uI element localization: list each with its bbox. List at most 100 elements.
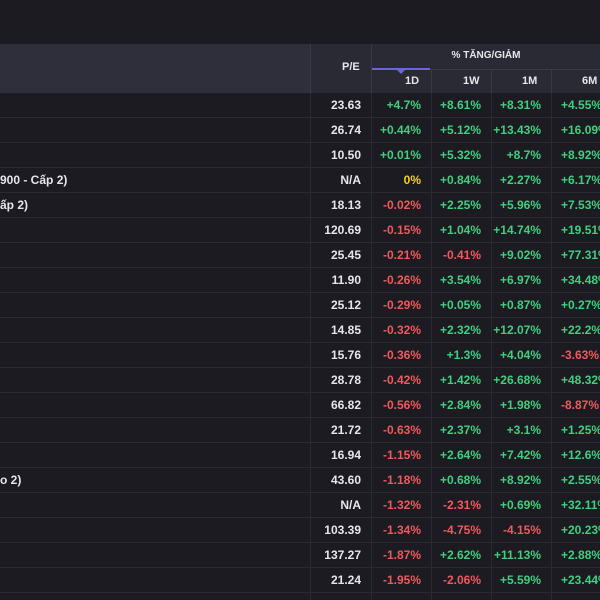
row-change-d1: -1.32% [382,498,421,512]
row-change-w1: +1.42% [439,373,481,387]
column-divider [491,69,492,93]
row-change-m1: +13.43% [493,123,541,137]
table-row[interactable]: 23.63 +4.7% +8.61% +8.31% +4.55% [0,93,600,118]
row-change-w1: +0.05% [439,298,481,312]
table-row[interactable]: N/A -1.32% -2.31% +0.69% +32.11% [0,493,600,518]
row-name: o 2) [0,473,22,487]
row-change-m1: +11.13% [493,548,541,562]
row-change-m1: +8.92% [499,473,541,487]
table-row[interactable]: 28.78 -0.42% +1.42% +26.68% +48.32% [0,368,600,393]
row-change-m1: -4.15% [502,523,541,537]
row-change-m1: +7.42% [499,448,541,462]
row-change-m6: +1.25% [561,423,600,437]
column-divider [551,93,552,600]
row-change-w1: +8.61% [439,98,481,112]
row-change-m6: +32.11% [561,498,600,512]
row-change-m6: +7.53% [561,198,600,212]
row-change-d1: -1.87% [382,548,421,562]
row-change-w1: +2.25% [439,198,481,212]
row-change-m1: +0.69% [499,498,541,512]
row-change-m1: +5.59% [499,573,541,587]
row-change-m6: +6.17% [561,173,600,187]
row-pe: 15.76 [330,348,361,362]
row-change-m6: +23.44% [561,573,600,587]
row-change-m6: +16.09% [561,123,600,137]
row-change-d1: -0.26% [382,273,421,287]
row-pe: 25.45 [330,248,361,262]
column-divider [310,44,311,93]
row-pe: 43.60 [330,473,361,487]
row-change-d1: -0.42% [382,373,421,387]
table-row[interactable]: 25.12 -0.29% +0.05% +0.87% +0.27% [0,293,600,318]
row-change-m6: +20.23% [561,523,600,537]
column-divider [310,93,311,600]
table-row[interactable]: 66.82 -0.56% +2.84% +1.98% -8.87% [0,393,600,418]
table-row[interactable]: 25.45 -0.21% -0.41% +9.02% +77.31% [0,243,600,268]
row-pe: 18.13 [330,198,361,212]
table-row[interactable]: 15.76 -0.36% +1.3% +4.04% -3.63% [0,343,600,368]
group-divider [372,69,600,70]
sort-caret-icon [397,70,405,74]
change-group-header: % TĂNG/GIẢM [451,50,521,61]
row-change-d1: -0.15% [382,223,421,237]
row-change-m1: +0.87% [499,298,541,312]
column-divider [551,69,552,93]
table-row[interactable]: 103.39 -1.34% -4.75% -4.15% +20.23% [0,518,600,543]
row-pe: 28.78 [330,373,361,387]
row-pe: 21.24 [330,573,361,587]
row-name: ấp 2) [0,198,29,212]
tab-1w-header[interactable]: 1W [463,75,480,87]
row-pe: 26.74 [330,123,361,137]
row-pe: 25.12 [330,298,361,312]
table-row[interactable]: 21.24 -1.95% -2.06% +5.59% +23.44% [0,568,600,593]
row-change-d1: -0.63% [382,423,421,437]
row-pe: 11.90 [331,273,361,287]
table-row[interactable]: 11.90 -0.26% +3.54% +6.97% +34.48% [0,268,600,293]
row-pe: 23.63 [330,98,361,112]
row-change-d1: -1.34% [382,523,421,537]
table-row[interactable]: 10.50 +0.01% +5.32% +8.7% +8.92% [0,143,600,168]
table-row[interactable]: 16.94 -1.15% +2.64% +7.42% +12.6% [0,443,600,468]
table-header: P/E % TĂNG/GIẢM 1D 1W 1M 6M [0,44,600,93]
row-change-m6: +4.55% [561,98,600,112]
row-change-d1: 0% [403,173,421,187]
row-change-m6: +22.2% [561,323,600,337]
tab-1m-header[interactable]: 1M [522,75,538,87]
row-pe: 21.72 [330,423,361,437]
row-change-m6: +8.92% [561,148,600,162]
table-row[interactable]: 900 - Cấp 2) N/A 0% +0.84% +2.27% +6.17% [0,168,600,193]
tab-6m-header[interactable]: 6M [582,75,598,87]
row-change-m1: +26.68% [493,373,541,387]
pe-column-header[interactable]: P/E [342,61,360,73]
row-change-w1: +2.37% [439,423,481,437]
table-row[interactable]: 120.69 -0.15% +1.04% +14.74% +19.51% [0,218,600,243]
table-row[interactable]: o 2) 43.60 -1.18% +0.68% +8.92% +2.55% [0,468,600,493]
tab-1d-header[interactable]: 1D [405,75,420,87]
row-change-d1: -0.21% [382,248,421,262]
row-change-m1: +8.7% [506,148,541,162]
table-row[interactable]: 26.74 +0.44% +5.12% +13.43% +16.09% [0,118,600,143]
row-change-w1: +2.84% [439,398,481,412]
row-change-m1: +8.31% [499,98,541,112]
row-change-w1: +1.3% [446,348,481,362]
row-name: 900 - Cấp 2) [0,173,68,187]
name-column-header[interactable] [0,44,310,93]
row-change-w1: -0.41% [442,248,481,262]
table-row[interactable]: 21.72 -0.63% +2.37% +3.1% +1.25% [0,418,600,443]
row-change-w1: -2.31% [442,498,481,512]
row-change-w1: +2.32% [439,323,481,337]
row-change-m1: +14.74% [493,223,541,237]
row-change-m6: +77.31% [561,248,600,262]
row-change-w1: +5.12% [439,123,481,137]
row-change-m6: +34.48% [561,273,600,287]
table-row[interactable]: 137.27 -1.87% +2.62% +11.13% +2.88% [0,543,600,568]
row-pe: N/A [340,498,361,512]
row-pe: 120.69 [324,223,361,237]
table-row[interactable]: 14.85 -0.32% +2.32% +12.07% +22.2% [0,318,600,343]
row-change-w1: +2.64% [439,448,481,462]
row-pe: 14.85 [330,323,361,337]
table-row[interactable]: ấp 2) 18.13 -0.02% +2.25% +5.96% +7.53% [0,193,600,218]
row-pe: 103.39 [324,523,361,537]
row-change-d1: -0.36% [382,348,421,362]
row-pe: 16.94 [330,448,361,462]
